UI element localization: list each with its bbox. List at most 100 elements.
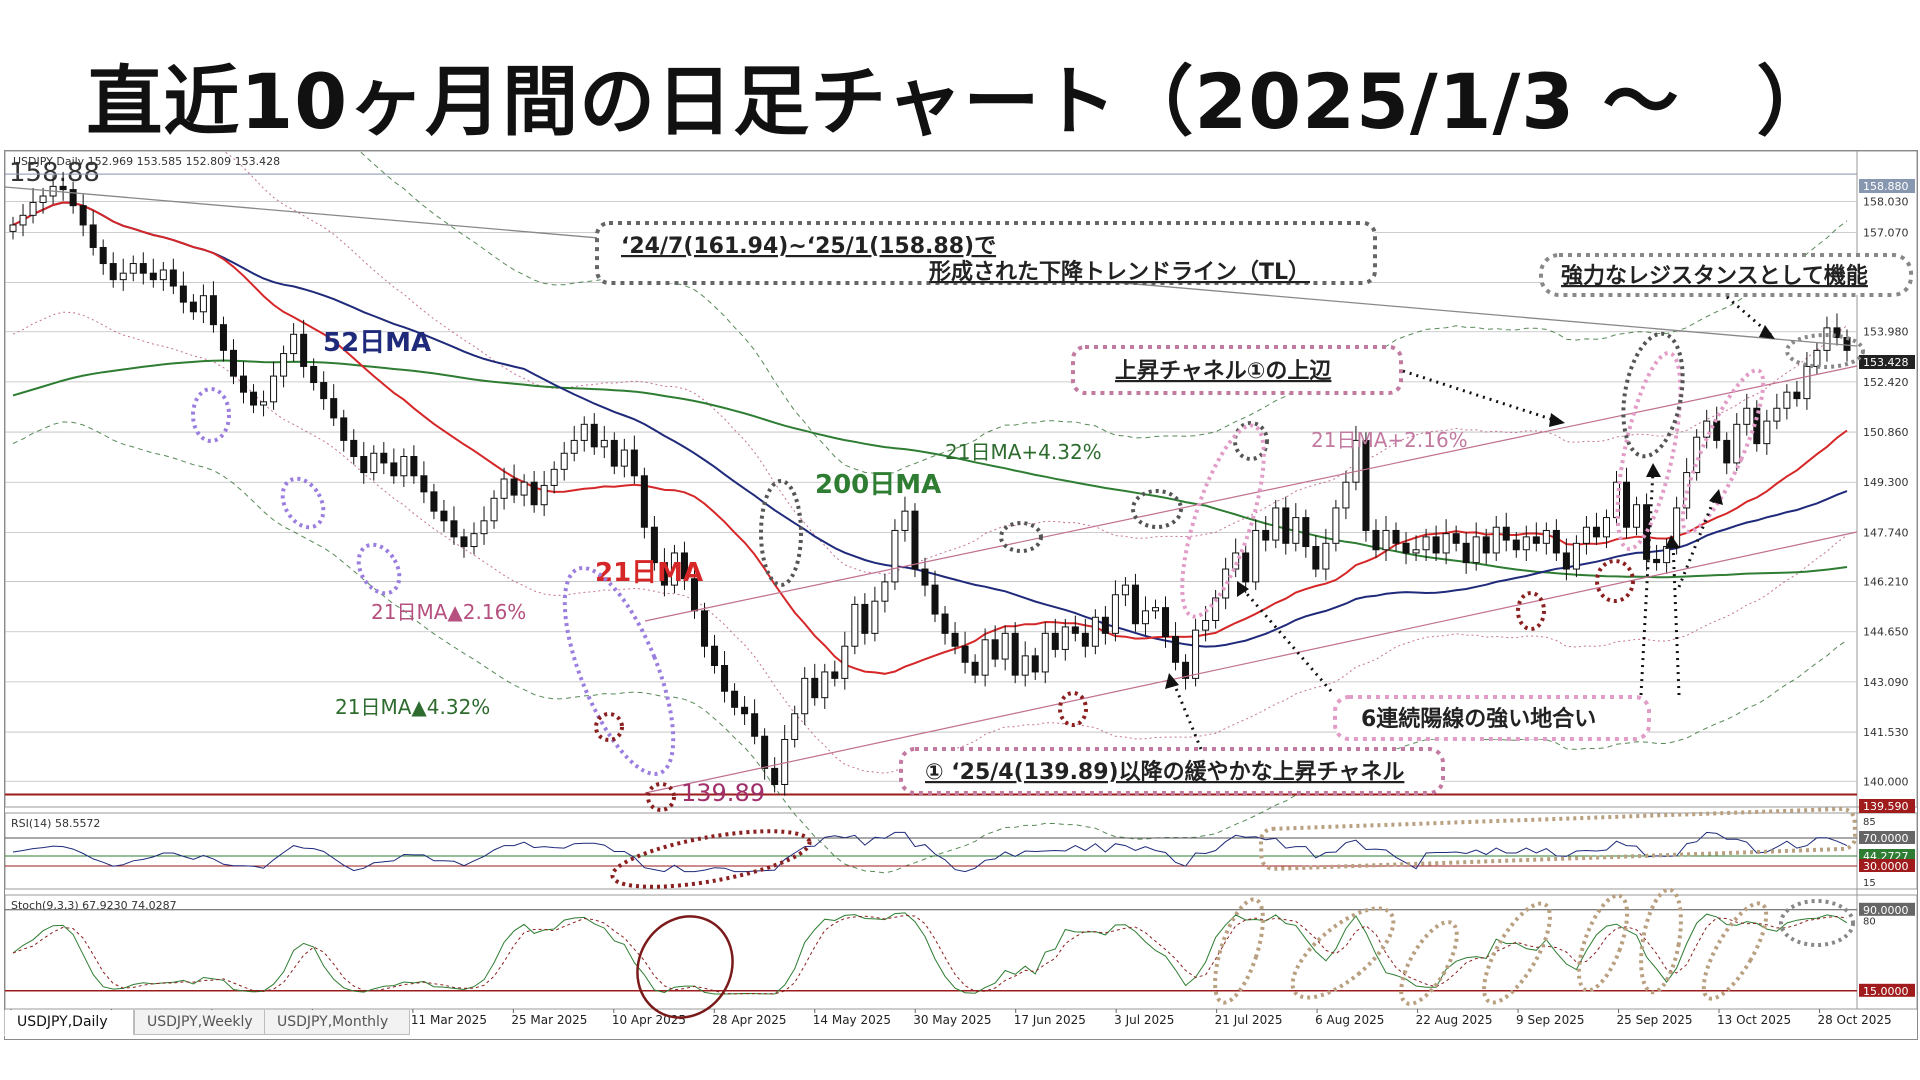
candle-body: [1192, 629, 1200, 679]
tab-usdjpy-daily[interactable]: USDJPY,Daily: [4, 1010, 134, 1036]
current-price-label: 153.428: [1863, 356, 1909, 369]
candle-body: [1402, 542, 1410, 554]
candle-body: [881, 581, 889, 602]
arrow-head: [1665, 535, 1680, 549]
candle: [1703, 409, 1711, 449]
stoch-tan-ellipse: [1639, 887, 1683, 995]
candle: [1151, 599, 1160, 619]
candle-body: [199, 295, 207, 313]
candle-body: [1532, 536, 1540, 544]
candle-body: [1703, 420, 1711, 438]
candle: [560, 442, 568, 481]
ma52-label: 52日MA: [323, 328, 431, 358]
price-tick-label: 152.420: [1863, 376, 1909, 389]
candle-body: [891, 529, 899, 583]
maroon-ellipse: [1595, 559, 1635, 603]
candle: [1262, 515, 1270, 552]
candle: [680, 541, 688, 590]
candle: [700, 602, 709, 658]
candle-body: [250, 391, 258, 406]
candle: [250, 384, 258, 414]
candle: [761, 728, 769, 780]
candle-body: [971, 661, 979, 676]
candle-body: [831, 671, 839, 679]
chart-window[interactable]: USDJPY,Daily 152.969 153.585 152.809 153…: [4, 0, 1918, 1040]
candle-body: [99, 246, 107, 265]
channel-upper-line: [644, 365, 1858, 622]
candle: [89, 210, 97, 256]
candle: [1071, 615, 1079, 642]
candle-body: [1633, 504, 1641, 528]
candle-body: [89, 224, 97, 248]
candle: [620, 438, 628, 478]
tab-usdjpy-weekly[interactable]: USDJPY,Weekly: [134, 1010, 274, 1035]
annotation-box: [595, 221, 1377, 285]
candle: [1793, 380, 1801, 407]
candle-body: [1352, 439, 1360, 483]
stoch-tan-ellipse: [1701, 901, 1769, 1001]
candle-body: [1202, 619, 1210, 631]
candle-body: [179, 285, 187, 303]
candle-body: [159, 269, 167, 281]
annotation-channel-upper: 上昇チャネル①の上辺: [1071, 345, 1403, 395]
candle: [1252, 519, 1260, 590]
candle-body: [1141, 610, 1149, 625]
date-tick-label: 3 Jul 2025: [1114, 1013, 1174, 1027]
purple-ellipse: [356, 542, 402, 596]
candle: [1131, 573, 1139, 632]
date-tick-label: 6 Aug 2025: [1315, 1013, 1384, 1027]
candle: [1192, 618, 1200, 687]
candle: [260, 390, 268, 417]
candle: [1773, 393, 1781, 430]
candle-body: [149, 272, 157, 281]
candle-body: [350, 439, 358, 457]
candle-body: [1081, 632, 1089, 647]
candle-body: [270, 375, 278, 403]
candle-body: [1031, 655, 1039, 673]
candle-body: [871, 600, 879, 634]
candle-body: [1302, 517, 1310, 548]
candle-body: [680, 552, 688, 580]
tab-usdjpy-monthly[interactable]: USDJPY,Monthly: [264, 1010, 410, 1035]
candle-body: [129, 263, 137, 274]
stoch-d-line: [12, 914, 1848, 995]
candle: [1743, 393, 1751, 436]
candle: [1452, 525, 1460, 552]
annotation-channel: ① ‘25/4(139.89)以降の緩やかな上昇チャネル: [899, 747, 1445, 795]
candle: [280, 345, 288, 388]
candle-body: [1172, 636, 1180, 663]
band-plus-216: [12, 92, 1848, 575]
candle-body: [1643, 504, 1651, 560]
date-tick-label: 22 Aug 2025: [1416, 1013, 1493, 1027]
candle: [1482, 528, 1490, 565]
candle-body: [1592, 526, 1600, 538]
candle: [370, 445, 378, 481]
candle: [1833, 313, 1841, 346]
low-axis-label: 139.590: [1863, 800, 1909, 813]
candle-body: [1582, 526, 1590, 544]
candle-body: [620, 449, 628, 467]
candle-body: [1733, 423, 1741, 464]
candle: [39, 187, 47, 214]
maroon-ellipse: [594, 712, 624, 742]
date-tick-label: 11 Mar 2025: [411, 1013, 487, 1027]
candle: [340, 409, 348, 452]
candle-body: [731, 690, 739, 708]
candle: [99, 239, 107, 275]
candle: [1542, 522, 1550, 555]
candle-body: [229, 349, 237, 377]
candle-body: [290, 333, 298, 355]
stoch-label: Stoch(9,3,3) 67.9230 74.0287: [11, 899, 177, 912]
candle-body: [1051, 632, 1059, 650]
candle-body: [1763, 420, 1771, 445]
high-price-text: 158.88: [9, 158, 100, 188]
candle-body: [590, 423, 598, 448]
arrow: [1239, 586, 1333, 692]
price-tick-label: 150.860: [1863, 426, 1909, 439]
date-tick-label: 14 May 2025: [813, 1013, 891, 1027]
chart-svg[interactable]: USDJPY,Daily 152.969 153.585 152.809 153…: [4, 0, 1918, 1039]
candle-body: [1121, 584, 1129, 596]
candle: [550, 461, 558, 494]
candle: [520, 474, 528, 507]
